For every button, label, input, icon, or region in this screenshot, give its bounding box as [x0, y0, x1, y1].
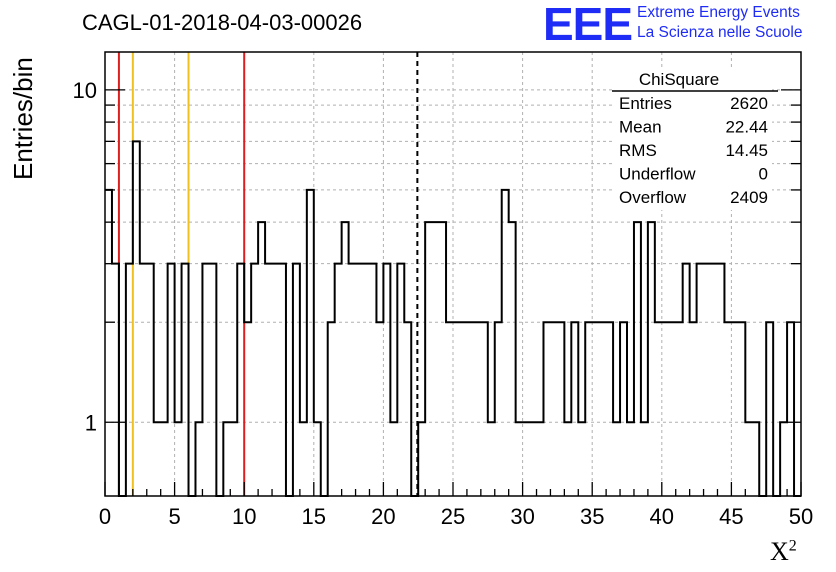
y-tick-label: 1: [85, 410, 97, 435]
x-tick-label: 5: [168, 504, 180, 529]
stats-row-label: RMS: [619, 141, 657, 160]
stats-row-label: Entries: [619, 94, 672, 113]
x-tick-label: 40: [650, 504, 674, 529]
histogram-outline: [105, 140, 801, 497]
marker-lines: [117, 52, 419, 496]
x-axis-label-base: X: [770, 537, 789, 566]
x-tick-label: 50: [789, 504, 813, 529]
stats-row-value: 2409: [730, 188, 768, 207]
x-tick-label: 20: [371, 504, 395, 529]
x-tick-label: 35: [580, 504, 604, 529]
chart-title: CAGL-01-2018-04-03-00026: [82, 10, 363, 35]
stats-row-value: 0: [759, 165, 768, 184]
stats-row-value: 14.45: [725, 141, 768, 160]
x-axis-label-superscript: 2: [788, 537, 797, 555]
x-tick-label: 0: [99, 504, 111, 529]
x-tick-label: 10: [232, 504, 256, 529]
axis-ticks: 0 5 10 15 20 25 30 35 40 45 50 1 10: [73, 78, 814, 529]
stats-row-label: Underflow: [619, 165, 696, 184]
x-tick-label: 30: [510, 504, 534, 529]
stats-row-label: Overflow: [619, 188, 687, 207]
stats-row-label: Mean: [619, 118, 662, 137]
x-tick-label: 45: [719, 504, 743, 529]
eee-logo: EEE: [543, 0, 633, 50]
x-tick-label: 25: [441, 504, 465, 529]
stats-row-value: 22.44: [725, 118, 768, 137]
stats-row-value: 2620: [730, 94, 768, 113]
histogram-bins: [105, 140, 801, 497]
stats-box-name: ChiSquare: [639, 70, 719, 89]
y-tick-label: 10: [73, 78, 97, 103]
stats-box: ChiSquare Entries 2620 Mean 22.44 RMS 14.45 Und…: [612, 68, 778, 210]
logo-line-1: Extreme Energy Events: [637, 4, 800, 21]
logo-line-2: La Scienza nelle Scuole: [637, 24, 803, 41]
x-axis-label: X2: [770, 537, 797, 567]
x-tick-label: 15: [302, 504, 326, 529]
